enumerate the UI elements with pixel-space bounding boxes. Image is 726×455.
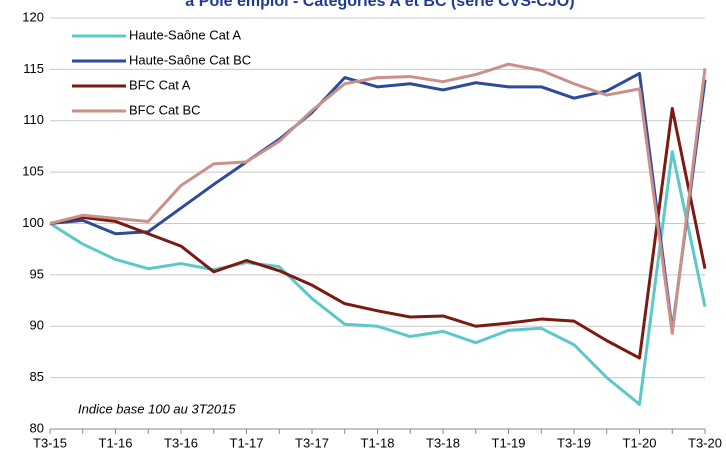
y-tick-label: 95 bbox=[30, 266, 44, 281]
x-tick-label: T3-17 bbox=[295, 435, 329, 450]
legend-label: BFC Cat BC bbox=[129, 102, 201, 117]
y-tick-label: 90 bbox=[30, 318, 44, 333]
x-tick-label: T1-17 bbox=[230, 435, 264, 450]
chart-title: à Pôle emploi - Catégories A et BC (séri… bbox=[185, 0, 574, 10]
y-tick-label: 120 bbox=[22, 9, 44, 24]
x-tick-label: T1-20 bbox=[623, 435, 657, 450]
x-tick-label: T1-16 bbox=[99, 435, 133, 450]
x-tick-label: T3-19 bbox=[557, 435, 591, 450]
x-tick-label: T1-18 bbox=[361, 435, 395, 450]
series-line bbox=[49, 71, 707, 332]
x-tick-label: T3-20 bbox=[688, 435, 722, 450]
y-tick-label: 110 bbox=[23, 112, 44, 127]
annotation: Indice base 100 au 3T2015 bbox=[78, 401, 236, 416]
x-tick-label: T1-19 bbox=[492, 435, 526, 450]
series-line bbox=[49, 150, 707, 406]
y-tick-label: 80 bbox=[30, 420, 44, 435]
x-tick-label: T3-16 bbox=[164, 435, 198, 450]
y-tick-label: 105 bbox=[22, 164, 44, 179]
x-tick-label: T3-15 bbox=[33, 435, 67, 450]
y-tick-label: 115 bbox=[23, 61, 44, 76]
y-tick-label: 100 bbox=[22, 215, 44, 230]
legend-label: Haute-Saône Cat A bbox=[129, 27, 241, 42]
series-line bbox=[49, 106, 707, 360]
y-tick-label: 85 bbox=[30, 369, 44, 384]
series-line bbox=[49, 62, 707, 335]
x-tick-label: T3-18 bbox=[426, 435, 460, 450]
legend-label: BFC Cat A bbox=[129, 77, 191, 92]
legend-label: Haute-Saône Cat BC bbox=[129, 52, 251, 67]
